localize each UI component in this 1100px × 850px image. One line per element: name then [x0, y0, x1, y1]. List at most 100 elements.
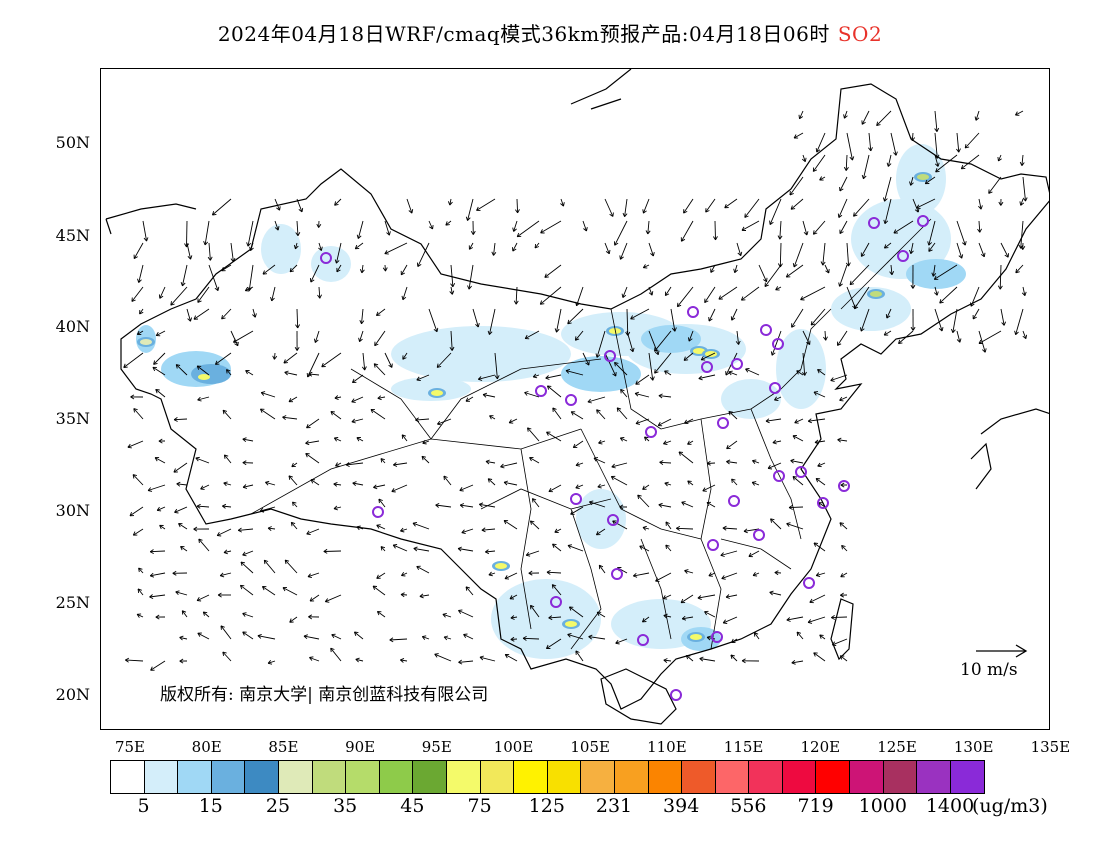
wind-vector	[459, 484, 474, 492]
map-panel	[100, 68, 1050, 730]
wind-vector	[513, 286, 519, 305]
wind-vector	[819, 176, 826, 181]
wind-vector	[500, 462, 518, 469]
wind-vector	[791, 308, 804, 328]
wind-vector	[758, 264, 768, 283]
wind-vector	[626, 330, 635, 353]
hotspot	[870, 291, 882, 297]
wind-vector	[635, 374, 650, 385]
wind-vector	[534, 242, 540, 249]
wind-vector	[813, 542, 826, 552]
wind-vector	[699, 656, 716, 662]
wind-vector	[208, 264, 220, 292]
wind-vector	[548, 484, 562, 493]
wind-vector	[654, 330, 672, 352]
colorbar-label: 1400	[925, 795, 975, 817]
wind-vector	[449, 330, 455, 351]
wind-vector	[295, 220, 301, 237]
wind-vector	[978, 330, 1002, 345]
city-station-marker	[611, 568, 623, 580]
city-station-marker	[817, 497, 829, 509]
wind-vector	[546, 385, 562, 398]
wind-vector	[489, 415, 496, 420]
wind-vector	[222, 503, 232, 509]
wind-vector	[393, 462, 408, 467]
wind-vector	[283, 352, 298, 364]
wind-vector	[853, 286, 870, 310]
wind-vector	[970, 286, 980, 307]
wind-vector	[242, 484, 254, 489]
wind-vector	[334, 198, 342, 206]
wind-vector	[223, 454, 232, 464]
wind-vector	[239, 584, 254, 596]
wind-vector	[153, 352, 166, 365]
wind-vector	[375, 308, 386, 316]
wind-vector	[303, 634, 320, 640]
longitude-label: 130E	[953, 738, 994, 756]
wind-vector	[305, 440, 320, 446]
wind-vector	[316, 220, 322, 228]
province-border	[720, 538, 792, 570]
wind-vector	[270, 286, 276, 302]
wind-vector	[355, 657, 364, 663]
wind-vector	[978, 242, 986, 258]
colorbar-swatch	[413, 761, 447, 793]
wind-vector	[244, 286, 254, 292]
wind-vector	[428, 308, 439, 333]
wind-vector	[196, 365, 210, 376]
wind-vector	[246, 220, 254, 247]
wind-vector	[465, 198, 474, 221]
wind-vector	[648, 352, 655, 381]
province-border	[580, 428, 702, 540]
colorbar-swatch	[211, 761, 246, 793]
wind-vector	[683, 198, 694, 214]
wind-vector	[449, 286, 455, 295]
wind-vector	[545, 374, 562, 380]
wind-vector	[664, 481, 672, 487]
wind-vector	[840, 482, 848, 488]
wind-vector	[912, 198, 920, 213]
colorbar-label: 75	[467, 795, 492, 817]
concentration-area	[721, 379, 781, 419]
province-border	[660, 388, 782, 430]
wind-vector	[267, 660, 276, 665]
wind-vector	[575, 650, 584, 662]
wind-vector	[321, 352, 342, 368]
wind-vector	[708, 308, 716, 322]
wind-vector	[791, 659, 804, 665]
wind-vector	[1015, 110, 1024, 116]
china-outline	[120, 83, 1049, 710]
wind-vector	[389, 637, 408, 643]
wind-vector	[751, 481, 760, 486]
wind-vector	[809, 594, 826, 604]
city-station-marker	[760, 324, 772, 336]
wind-vector	[702, 484, 716, 492]
wind-vector	[974, 110, 980, 121]
wind-vector	[309, 656, 320, 662]
wind-vector	[435, 502, 452, 508]
wind-vector	[186, 242, 193, 260]
wind-vector	[619, 242, 628, 260]
province-border	[430, 358, 602, 440]
hotspot	[140, 339, 152, 345]
longitude-label: 110E	[647, 738, 687, 756]
hotspot	[495, 563, 507, 569]
concentration-area	[906, 259, 966, 289]
wind-vector	[540, 220, 562, 234]
wind-vector	[849, 264, 870, 286]
wind-vector	[333, 481, 342, 487]
city-station-marker	[717, 417, 729, 429]
province-border	[250, 428, 582, 515]
wind-vector	[317, 286, 323, 299]
wind-vector	[898, 330, 914, 345]
colorbar-label: 45	[400, 795, 425, 817]
wind-vector	[860, 242, 870, 257]
wind-vector	[735, 330, 741, 345]
wind-vector	[988, 176, 1002, 194]
wind-vector	[588, 634, 606, 640]
hotspot	[690, 634, 702, 640]
wind-vector	[132, 528, 144, 536]
wind-vector	[622, 198, 628, 217]
wind-vector	[313, 330, 320, 343]
wind-vector	[910, 264, 916, 289]
